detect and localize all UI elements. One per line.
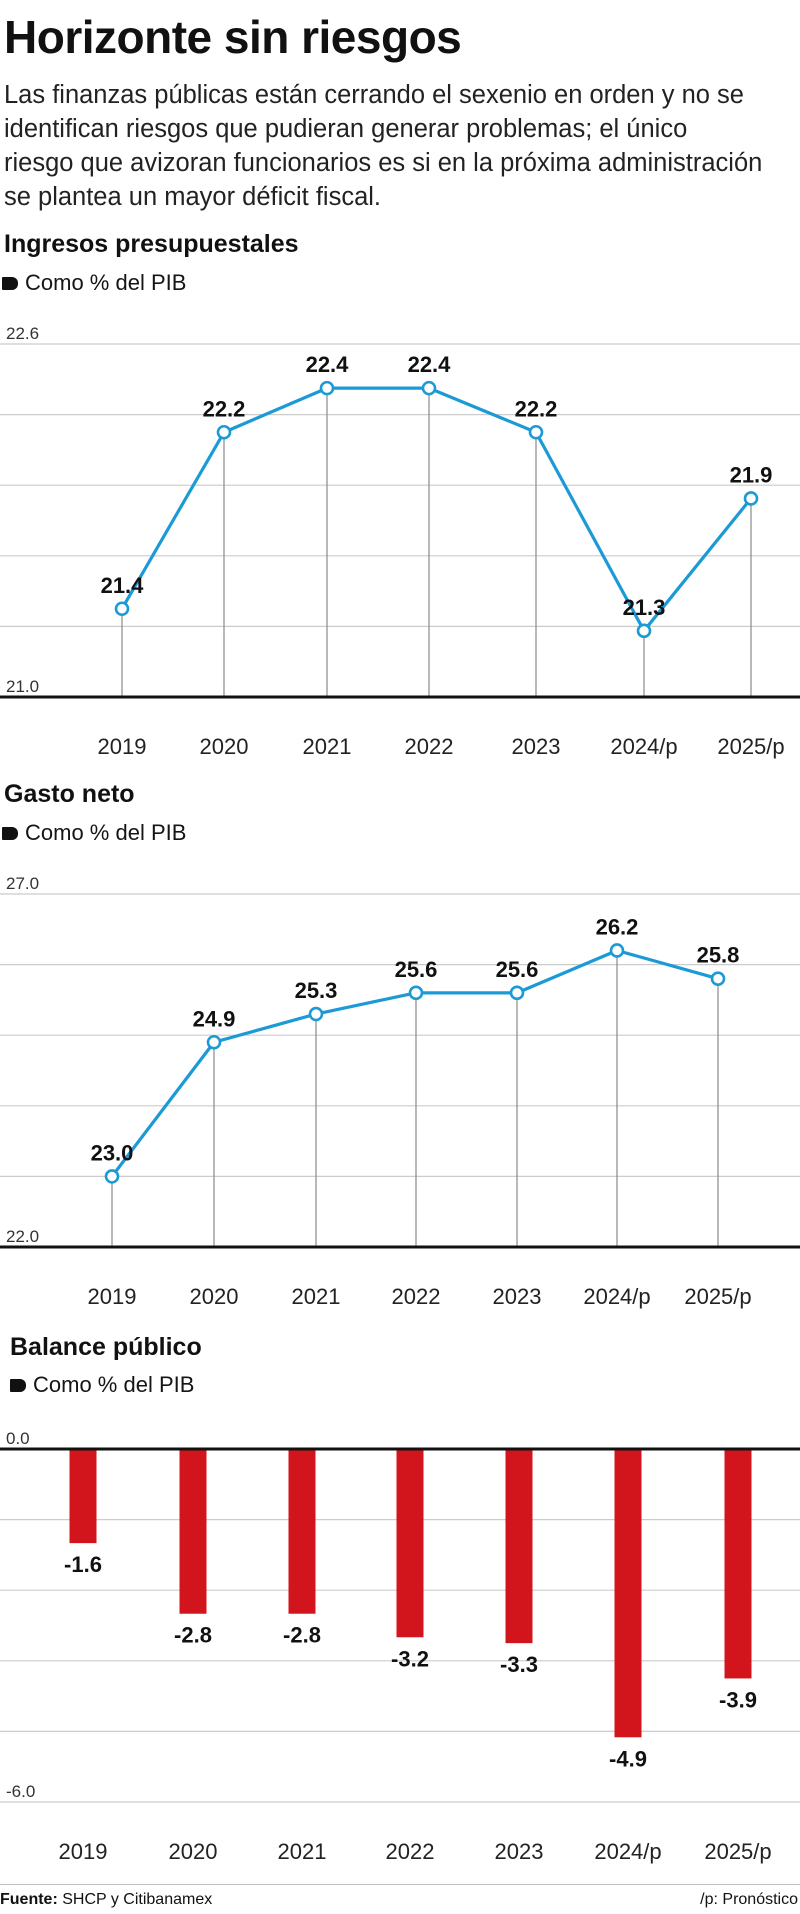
intro-line: se plantea un mayor déficit fiscal. <box>4 183 382 211</box>
x-tick-label: 2025/p <box>704 1839 771 1864</box>
data-label: 22.4 <box>408 352 452 377</box>
source-label: Fuente: <box>0 1891 58 1908</box>
x-tick-label: 2022 <box>392 1284 441 1309</box>
y-tick-label: 0.0 <box>6 1429 30 1448</box>
chart-title-gasto: Gasto neto <box>4 780 135 808</box>
x-tick-label: 2023 <box>495 1839 544 1864</box>
footer-divider <box>0 1884 800 1885</box>
data-label: 22.2 <box>203 396 246 421</box>
data-label: -3.9 <box>719 1687 757 1712</box>
data-label: -2.8 <box>283 1623 321 1648</box>
gridlines <box>0 343 800 698</box>
x-tick-label: 2020 <box>169 1839 218 1864</box>
chart-gasto-neto: 27.0 22.0 23.0 24.9 25.3 25.6 25.6 26.2 25.8 2019… <box>0 874 800 1309</box>
data-point <box>636 623 652 639</box>
bullet-icon <box>2 277 18 290</box>
x-tick-label: 2023 <box>493 1284 542 1309</box>
bullet-icon <box>2 827 18 840</box>
data-label: 26.2 <box>596 914 639 939</box>
data-label: 25.3 <box>295 978 338 1003</box>
y-tick-label: 22.6 <box>6 324 39 343</box>
x-tick-label: 2024/p <box>610 734 677 759</box>
x-tick-label: 2020 <box>200 734 249 759</box>
y-tick-label: -6.0 <box>6 1782 35 1801</box>
data-point <box>609 943 625 958</box>
forecast-note: /p: Pronóstico <box>700 1891 798 1908</box>
data-point <box>216 424 232 440</box>
x-tick-label: 2020 <box>190 1284 239 1309</box>
data-point <box>319 380 335 396</box>
bar <box>614 1449 642 1738</box>
y-tick-label: 27.0 <box>6 874 39 893</box>
series-line <box>110 948 719 1178</box>
x-tick-label: 2022 <box>405 734 454 759</box>
chart-subtitle-balance: Como % del PIB <box>33 1372 195 1397</box>
x-tick-label: 2024/p <box>594 1839 661 1864</box>
chart-title-ingresos: Ingresos presupuestales <box>4 230 299 258</box>
bar <box>724 1449 752 1679</box>
intro-line: Las finanzas públicas están cerrando el … <box>4 81 744 109</box>
data-point <box>206 1034 222 1050</box>
gridlines <box>0 893 800 1248</box>
data-label: 21.3 <box>623 595 666 620</box>
data-point <box>114 601 130 617</box>
source-text: SHCP y Citibanamex <box>62 1891 213 1908</box>
x-tick-label: 2025/p <box>717 734 784 759</box>
bar <box>396 1449 424 1638</box>
x-tick-label: 2021 <box>278 1839 327 1864</box>
bar <box>179 1449 207 1614</box>
x-tick-label: 2023 <box>512 734 561 759</box>
data-point <box>710 971 726 987</box>
intro-text: Las finanzas públicas están cerrando el … <box>4 78 762 214</box>
data-label: 25.8 <box>697 943 740 968</box>
y-tick-label: 22.0 <box>6 1227 39 1246</box>
x-tick-label: 2019 <box>98 734 147 759</box>
chart-title-balance: Balance público <box>10 1333 202 1361</box>
x-tick-label: 2019 <box>59 1839 108 1864</box>
data-point <box>743 491 759 506</box>
x-tick-label: 2024/p <box>583 1284 650 1309</box>
data-label: 25.6 <box>395 957 438 982</box>
data-label: 22.2 <box>515 396 558 421</box>
bar <box>505 1449 533 1644</box>
data-point <box>421 380 437 396</box>
page-title: Horizonte sin riesgos <box>4 11 462 63</box>
bullet-icon <box>10 1379 26 1392</box>
data-label: 21.4 <box>101 573 145 598</box>
data-label: -2.8 <box>174 1623 212 1648</box>
chart-subtitle-gasto: Como % del PIB <box>25 820 187 845</box>
source-note: Fuente: SHCP y Citibanamex <box>0 1890 212 1910</box>
data-label: 23.0 <box>91 1140 134 1165</box>
data-label: -3.2 <box>391 1646 429 1671</box>
data-label: 24.9 <box>193 1006 236 1031</box>
data-point <box>308 1006 324 1022</box>
x-tick-label: 2022 <box>386 1839 435 1864</box>
chart-balance-publico: 0.0 -6.0 -1.6 -2.8 -2.8 -3.2 -3.3 -4.9 -3.9 2019 2… <box>0 1429 800 1864</box>
chart-subtitle-ingresos: Como % del PIB <box>25 270 187 295</box>
data-label: 21.9 <box>730 462 773 487</box>
chart-ingresos-presupuestales: 22.6 21.0 21.4 22.2 22.4 22.4 22.2 21.3 21.9 2019… <box>0 324 800 759</box>
x-tick-label: 2019 <box>88 1284 137 1309</box>
bar <box>69 1449 97 1544</box>
data-point <box>408 985 424 1001</box>
intro-line: identifican riesgos que pudieran generar… <box>4 115 688 143</box>
data-point <box>509 985 525 1001</box>
intro-line: riesgo que avizoran funcionarios es si e… <box>4 149 763 177</box>
data-label: -3.3 <box>500 1652 538 1677</box>
data-point <box>528 424 544 440</box>
data-label: 25.6 <box>496 957 539 982</box>
data-label: 22.4 <box>306 352 350 377</box>
data-point <box>104 1169 120 1184</box>
data-label: -4.9 <box>609 1746 647 1771</box>
x-tick-label: 2021 <box>303 734 352 759</box>
bar <box>288 1449 316 1614</box>
y-tick-label: 21.0 <box>6 677 39 696</box>
x-tick-label: 2021 <box>292 1284 341 1309</box>
x-tick-label: 2025/p <box>684 1284 751 1309</box>
data-label: -1.6 <box>64 1552 102 1577</box>
